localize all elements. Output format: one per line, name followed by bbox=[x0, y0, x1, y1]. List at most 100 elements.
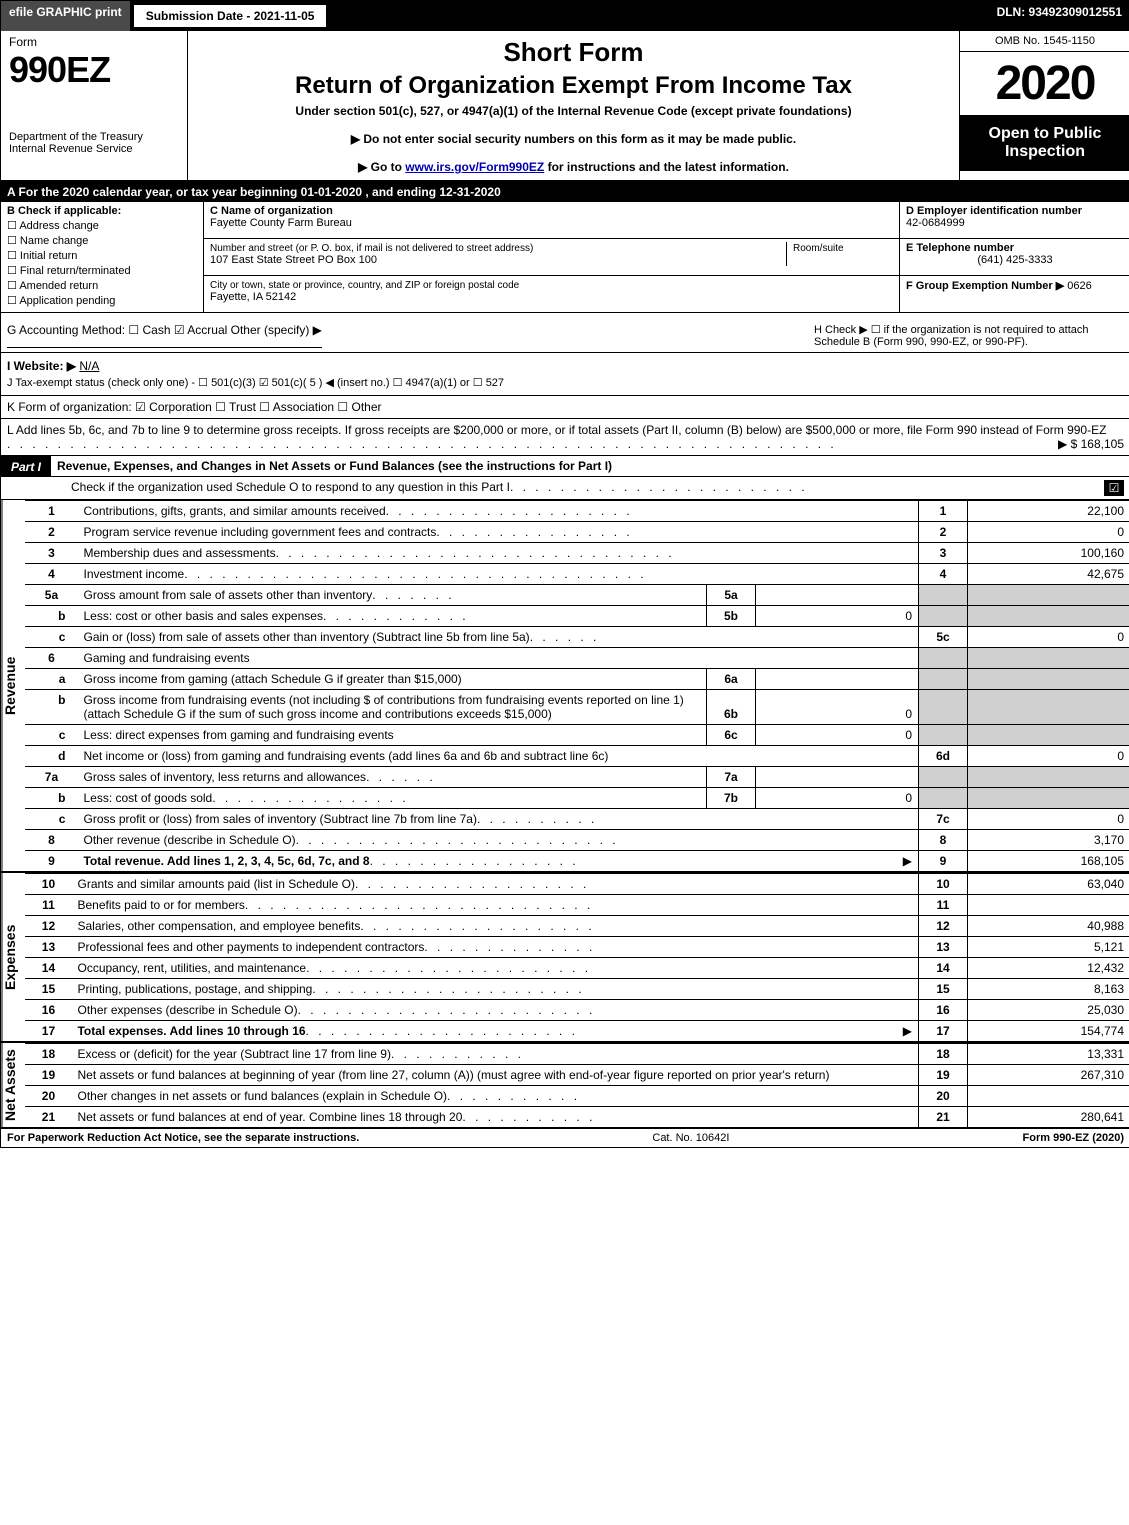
form-header: Form 990EZ Department of the Treasury In… bbox=[1, 31, 1129, 182]
city-row: City or town, state or province, country… bbox=[204, 276, 899, 312]
e-row: E Telephone number (641) 425-3333 bbox=[900, 239, 1129, 276]
banner-a: A For the 2020 calendar year, or tax yea… bbox=[1, 182, 1129, 202]
line-9: 9 Total revenue. Add lines 1, 2, 3, 4, 5… bbox=[25, 851, 1129, 872]
section-k: K Form of organization: ☑ Corporation ☐ … bbox=[1, 396, 1129, 419]
c-label: C Name of organization bbox=[210, 205, 333, 217]
d-row: D Employer identification number 42-0684… bbox=[900, 202, 1129, 239]
page-footer: For Paperwork Reduction Act Notice, see … bbox=[1, 1127, 1129, 1147]
note2-pre: ▶ Go to bbox=[358, 160, 405, 174]
cb-final-return[interactable]: Final return/terminated bbox=[7, 264, 197, 277]
d-label: D Employer identification number bbox=[906, 205, 1082, 217]
cb-name-change[interactable]: Name change bbox=[7, 234, 197, 247]
line-7c: c Gross profit or (loss) from sales of i… bbox=[25, 809, 1129, 830]
form-note-1: ▶ Do not enter social security numbers o… bbox=[196, 132, 951, 146]
submission-date: Submission Date - 2021-11-05 bbox=[132, 3, 329, 29]
line-16: 16 Other expenses (describe in Schedule … bbox=[25, 1000, 1129, 1021]
g-accounting: G Accounting Method: ☐ Cash ☑ Accrual Ot… bbox=[7, 323, 322, 348]
line-20: 20 Other changes in net assets or fund b… bbox=[25, 1086, 1129, 1107]
part1-title: Revenue, Expenses, and Changes in Net As… bbox=[51, 456, 1129, 477]
l-text: L Add lines 5b, 6c, and 7b to line 9 to … bbox=[7, 423, 1124, 437]
line-6c: c Less: direct expenses from gaming and … bbox=[25, 725, 1129, 746]
line-15: 15 Printing, publications, postage, and … bbox=[25, 979, 1129, 1000]
section-b: B Check if applicable: Address change Na… bbox=[1, 202, 1129, 313]
department-label: Department of the Treasury Internal Reve… bbox=[9, 131, 179, 155]
website-value: N/A bbox=[79, 359, 99, 373]
line-5c: c Gain or (loss) from sale of assets oth… bbox=[25, 627, 1129, 648]
header-center: Short Form Return of Organization Exempt… bbox=[188, 31, 959, 180]
section-i: I Website: ▶ N/A J Tax-exempt status (ch… bbox=[1, 353, 1129, 396]
header-left: Form 990EZ Department of the Treasury In… bbox=[1, 31, 188, 180]
line-13: 13 Professional fees and other payments … bbox=[25, 937, 1129, 958]
line-10: 10 Grants and similar amounts paid (list… bbox=[25, 874, 1129, 895]
vlabel-expenses: Expenses bbox=[1, 873, 25, 1041]
phone-value: (641) 425-3333 bbox=[906, 254, 1124, 266]
part1-checkbox[interactable]: ☑ bbox=[1104, 480, 1124, 496]
b-title: B Check if applicable: bbox=[7, 205, 121, 217]
arrow-icon: ▶ bbox=[903, 854, 912, 868]
line-8: 8 Other revenue (describe in Schedule O)… bbox=[25, 830, 1129, 851]
tax-year: 2020 bbox=[960, 52, 1129, 115]
line-1: 1 Contributions, gifts, grants, and simi… bbox=[25, 501, 1129, 522]
arrow-icon: ▶ bbox=[903, 1024, 912, 1038]
line-5b: b Less: cost or other basis and sales ex… bbox=[25, 606, 1129, 627]
revenue-section: Revenue 1 Contributions, gifts, grants, … bbox=[1, 500, 1129, 871]
l-amount: ▶ $ 168,105 bbox=[1050, 437, 1124, 451]
line-4: 4 Investment income. . . . . . . . . . .… bbox=[25, 564, 1129, 585]
short-form-heading: Short Form bbox=[196, 37, 951, 68]
footer-left: For Paperwork Reduction Act Notice, see … bbox=[7, 1132, 359, 1144]
f-row: F Group Exemption Number ▶ 0626 bbox=[900, 276, 1129, 312]
addr-row: Number and street (or P. O. box, if mail… bbox=[204, 239, 899, 276]
vlabel-netassets: Net Assets bbox=[1, 1043, 25, 1127]
expenses-table: 10 Grants and similar amounts paid (list… bbox=[25, 873, 1129, 1041]
line-6d: d Net income or (loss) from gaming and f… bbox=[25, 746, 1129, 767]
line-14: 14 Occupancy, rent, utilities, and maint… bbox=[25, 958, 1129, 979]
header-right: OMB No. 1545-1150 2020 Open to Public In… bbox=[959, 31, 1129, 180]
line-12: 12 Salaries, other compensation, and emp… bbox=[25, 916, 1129, 937]
top-bar: efile GRAPHIC print Submission Date - 20… bbox=[1, 1, 1129, 31]
line-5a: 5a Gross amount from sale of assets othe… bbox=[25, 585, 1129, 606]
line-7a: 7a Gross sales of inventory, less return… bbox=[25, 767, 1129, 788]
line-17: 17 Total expenses. Add lines 10 through … bbox=[25, 1021, 1129, 1042]
part1-note-dots: . . . . . . . . . . . . . . . . . . . . … bbox=[510, 480, 1104, 496]
form-label: Form bbox=[9, 35, 179, 49]
org-name-row: C Name of organization Fayette County Fa… bbox=[204, 202, 899, 239]
line-6a: a Gross income from gaming (attach Sched… bbox=[25, 669, 1129, 690]
open-to-public: Open to Public Inspection bbox=[960, 115, 1129, 171]
form-note-2: ▶ Go to www.irs.gov/Form990EZ for instru… bbox=[196, 160, 951, 174]
l-dots: . . . . . . . . . . . . . . . . . . . . … bbox=[7, 437, 1050, 451]
omb-number: OMB No. 1545-1150 bbox=[960, 31, 1129, 52]
line-6: 6 Gaming and fundraising events bbox=[25, 648, 1129, 669]
line-19: 19 Net assets or fund balances at beginn… bbox=[25, 1065, 1129, 1086]
efile-label[interactable]: efile GRAPHIC print bbox=[1, 1, 130, 31]
footer-center: Cat. No. 10642I bbox=[359, 1132, 1022, 1144]
cb-application-pending[interactable]: Application pending bbox=[7, 294, 197, 307]
line-21: 21 Net assets or fund balances at end of… bbox=[25, 1107, 1129, 1128]
f-label: F Group Exemption Number ▶ bbox=[906, 280, 1064, 292]
form-subtitle: Under section 501(c), 527, or 4947(a)(1)… bbox=[196, 104, 951, 118]
form-title: Return of Organization Exempt From Incom… bbox=[196, 72, 951, 100]
cb-amended-return[interactable]: Amended return bbox=[7, 279, 197, 292]
part1-note-text: Check if the organization used Schedule … bbox=[71, 480, 510, 496]
section-l: L Add lines 5b, 6c, and 7b to line 9 to … bbox=[1, 419, 1129, 456]
netassets-table: 18 Excess or (deficit) for the year (Sub… bbox=[25, 1043, 1129, 1127]
line-2: 2 Program service revenue including gove… bbox=[25, 522, 1129, 543]
city-label: City or town, state or province, country… bbox=[210, 280, 519, 291]
revenue-table: 1 Contributions, gifts, grants, and simi… bbox=[25, 500, 1129, 871]
netassets-section: Net Assets 18 Excess or (deficit) for th… bbox=[1, 1041, 1129, 1127]
form-code: 990EZ bbox=[9, 49, 179, 91]
note2-post: for instructions and the latest informat… bbox=[544, 160, 789, 174]
cb-initial-return[interactable]: Initial return bbox=[7, 249, 197, 262]
line-11: 11 Benefits paid to or for members. . . … bbox=[25, 895, 1129, 916]
section-g: G Accounting Method: ☐ Cash ☑ Accrual Ot… bbox=[1, 313, 1129, 353]
j-line: J Tax-exempt status (check only one) - ☐… bbox=[7, 376, 1124, 389]
part1-tab: Part I bbox=[1, 457, 51, 477]
irs-link[interactable]: www.irs.gov/Form990EZ bbox=[405, 160, 544, 174]
form-page: efile GRAPHIC print Submission Date - 20… bbox=[0, 0, 1129, 1148]
room-label: Room/suite bbox=[793, 243, 844, 254]
cb-address-change[interactable]: Address change bbox=[7, 219, 197, 232]
org-name: Fayette County Farm Bureau bbox=[210, 217, 352, 229]
vlabel-revenue: Revenue bbox=[1, 500, 25, 871]
expenses-section: Expenses 10 Grants and similar amounts p… bbox=[1, 871, 1129, 1041]
line-3: 3 Membership dues and assessments. . . .… bbox=[25, 543, 1129, 564]
dln-label: DLN: 93492309012551 bbox=[989, 1, 1129, 31]
